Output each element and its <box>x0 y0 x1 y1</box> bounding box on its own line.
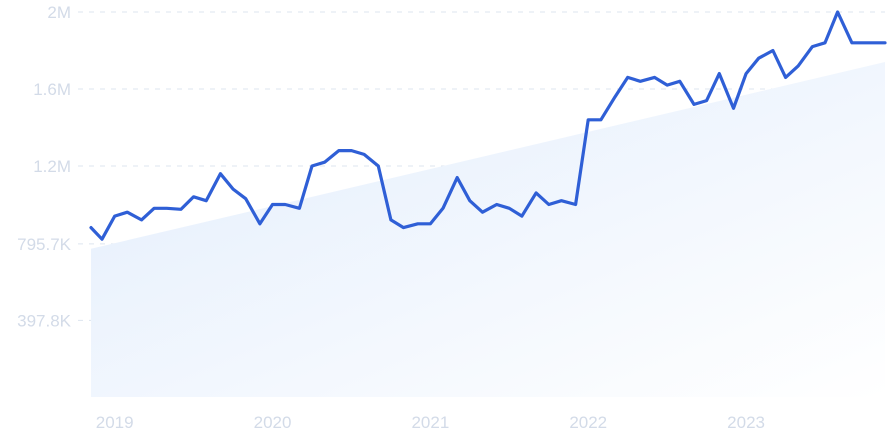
series-line-0 <box>89 10 887 241</box>
y-tick-label: 1.6M <box>33 80 71 99</box>
y-tick-label: 1.2M <box>33 157 71 176</box>
y-axis-ticks: 397.8K 795.7K 1.2M 1.6M 2M <box>17 3 72 330</box>
trend-area <box>91 62 885 398</box>
x-tick-label: 2021 <box>411 413 449 432</box>
series-layer <box>89 10 887 241</box>
x-tick-label: 2022 <box>569 413 607 432</box>
y-tick-label: 795.7K <box>17 235 72 254</box>
trend-fill <box>91 62 885 398</box>
y-tick-label: 2M <box>47 3 71 22</box>
x-tick-label: 2020 <box>254 413 292 432</box>
x-tick-label: 2023 <box>727 413 765 432</box>
x-axis-ticks: 2019 2020 2021 2022 2023 <box>96 413 765 432</box>
y-tick-label: 397.8K <box>17 311 72 330</box>
x-tick-label: 2019 <box>96 413 134 432</box>
